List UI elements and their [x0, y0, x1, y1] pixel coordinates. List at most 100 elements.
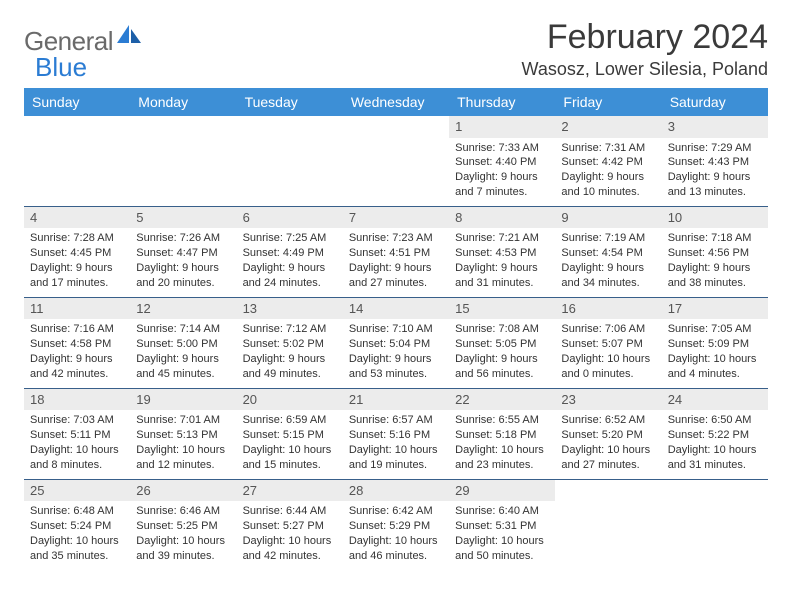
calendar-body: ....1Sunrise: 7:33 AMSunset: 4:40 PMDayl…: [24, 116, 768, 570]
sunrise-line: Sunrise: 6:50 AM: [668, 413, 762, 428]
calendar-cell: 1Sunrise: 7:33 AMSunset: 4:40 PMDaylight…: [449, 116, 555, 206]
calendar-cell: 3Sunrise: 7:29 AMSunset: 4:43 PMDaylight…: [662, 116, 768, 206]
sunset-line: Sunset: 5:22 PM: [668, 428, 762, 443]
sunrise-line: Sunrise: 7:03 AM: [30, 413, 124, 428]
day-number: 22: [449, 389, 555, 411]
sunset-line: Sunset: 5:20 PM: [561, 428, 655, 443]
weekday-header: Tuesday: [237, 88, 343, 116]
weekday-header: Friday: [555, 88, 661, 116]
daylight-line: Daylight: 9 hours and 24 minutes.: [243, 261, 337, 291]
calendar-cell: .: [662, 479, 768, 569]
day-number: 2: [555, 116, 661, 138]
calendar-cell: .: [343, 116, 449, 206]
day-number: 12: [130, 298, 236, 320]
daylight-line: Daylight: 10 hours and 23 minutes.: [455, 443, 549, 473]
calendar-cell: 2Sunrise: 7:31 AMSunset: 4:42 PMDaylight…: [555, 116, 661, 206]
daylight-line: Daylight: 10 hours and 15 minutes.: [243, 443, 337, 473]
calendar-cell: 8Sunrise: 7:21 AMSunset: 4:53 PMDaylight…: [449, 206, 555, 297]
sunrise-line: Sunrise: 7:08 AM: [455, 322, 549, 337]
calendar-row: 4Sunrise: 7:28 AMSunset: 4:45 PMDaylight…: [24, 206, 768, 297]
sunrise-line: Sunrise: 7:18 AM: [668, 231, 762, 246]
daylight-line: Daylight: 9 hours and 13 minutes.: [668, 170, 762, 200]
day-number: 7: [343, 207, 449, 229]
day-number: 27: [237, 480, 343, 502]
day-number: 18: [24, 389, 130, 411]
day-number: 14: [343, 298, 449, 320]
weekday-header: Saturday: [662, 88, 768, 116]
calendar-cell: 5Sunrise: 7:26 AMSunset: 4:47 PMDaylight…: [130, 206, 236, 297]
sunrise-line: Sunrise: 6:52 AM: [561, 413, 655, 428]
calendar-cell: 27Sunrise: 6:44 AMSunset: 5:27 PMDayligh…: [237, 479, 343, 569]
sunrise-line: Sunrise: 7:23 AM: [349, 231, 443, 246]
sunset-line: Sunset: 5:09 PM: [668, 337, 762, 352]
sunrise-line: Sunrise: 6:40 AM: [455, 504, 549, 519]
day-number: 10: [662, 207, 768, 229]
month-title: February 2024: [522, 18, 768, 57]
sunrise-line: Sunrise: 7:01 AM: [136, 413, 230, 428]
calendar-row: 18Sunrise: 7:03 AMSunset: 5:11 PMDayligh…: [24, 388, 768, 479]
sunrise-line: Sunrise: 7:29 AM: [668, 141, 762, 156]
sunset-line: Sunset: 4:51 PM: [349, 246, 443, 261]
day-number: 8: [449, 207, 555, 229]
day-number: 13: [237, 298, 343, 320]
header: General February 2024 Wasosz, Lower Sile…: [24, 18, 768, 80]
calendar-table: Sunday Monday Tuesday Wednesday Thursday…: [24, 88, 768, 570]
day-number: 16: [555, 298, 661, 320]
sunrise-line: Sunrise: 6:59 AM: [243, 413, 337, 428]
sunset-line: Sunset: 5:05 PM: [455, 337, 549, 352]
sunrise-line: Sunrise: 7:10 AM: [349, 322, 443, 337]
daylight-line: Daylight: 9 hours and 34 minutes.: [561, 261, 655, 291]
day-number: 11: [24, 298, 130, 320]
daylight-line: Daylight: 10 hours and 12 minutes.: [136, 443, 230, 473]
logo-text-blue: Blue: [35, 52, 87, 83]
sunrise-line: Sunrise: 7:33 AM: [455, 141, 549, 156]
sunset-line: Sunset: 5:31 PM: [455, 519, 549, 534]
sunset-line: Sunset: 4:45 PM: [30, 246, 124, 261]
calendar-cell: 18Sunrise: 7:03 AMSunset: 5:11 PMDayligh…: [24, 388, 130, 479]
day-number: 28: [343, 480, 449, 502]
sunset-line: Sunset: 5:07 PM: [561, 337, 655, 352]
sunset-line: Sunset: 4:58 PM: [30, 337, 124, 352]
calendar-cell: 16Sunrise: 7:06 AMSunset: 5:07 PMDayligh…: [555, 297, 661, 388]
day-number: 24: [662, 389, 768, 411]
sunrise-line: Sunrise: 7:12 AM: [243, 322, 337, 337]
daylight-line: Daylight: 10 hours and 46 minutes.: [349, 534, 443, 564]
sunset-line: Sunset: 5:27 PM: [243, 519, 337, 534]
sail-icon: [117, 23, 143, 50]
daylight-line: Daylight: 10 hours and 42 minutes.: [243, 534, 337, 564]
daylight-line: Daylight: 9 hours and 31 minutes.: [455, 261, 549, 291]
calendar-cell: .: [237, 116, 343, 206]
sunset-line: Sunset: 5:16 PM: [349, 428, 443, 443]
calendar-cell: 10Sunrise: 7:18 AMSunset: 4:56 PMDayligh…: [662, 206, 768, 297]
sunset-line: Sunset: 4:47 PM: [136, 246, 230, 261]
sunrise-line: Sunrise: 6:42 AM: [349, 504, 443, 519]
day-number: 23: [555, 389, 661, 411]
sunset-line: Sunset: 5:24 PM: [30, 519, 124, 534]
daylight-line: Daylight: 9 hours and 10 minutes.: [561, 170, 655, 200]
calendar-cell: 21Sunrise: 6:57 AMSunset: 5:16 PMDayligh…: [343, 388, 449, 479]
sunset-line: Sunset: 5:29 PM: [349, 519, 443, 534]
day-number: 19: [130, 389, 236, 411]
daylight-line: Daylight: 9 hours and 45 minutes.: [136, 352, 230, 382]
daylight-line: Daylight: 9 hours and 27 minutes.: [349, 261, 443, 291]
day-number: 1: [449, 116, 555, 138]
sunrise-line: Sunrise: 6:57 AM: [349, 413, 443, 428]
weekday-header-row: Sunday Monday Tuesday Wednesday Thursday…: [24, 88, 768, 116]
sunrise-line: Sunrise: 7:16 AM: [30, 322, 124, 337]
sunrise-line: Sunrise: 7:05 AM: [668, 322, 762, 337]
sunset-line: Sunset: 5:15 PM: [243, 428, 337, 443]
sunrise-line: Sunrise: 7:28 AM: [30, 231, 124, 246]
day-number: 15: [449, 298, 555, 320]
day-number: 6: [237, 207, 343, 229]
daylight-line: Daylight: 9 hours and 56 minutes.: [455, 352, 549, 382]
calendar-cell: 9Sunrise: 7:19 AMSunset: 4:54 PMDaylight…: [555, 206, 661, 297]
weekday-header: Monday: [130, 88, 236, 116]
calendar-cell: 22Sunrise: 6:55 AMSunset: 5:18 PMDayligh…: [449, 388, 555, 479]
daylight-line: Daylight: 10 hours and 39 minutes.: [136, 534, 230, 564]
sunrise-line: Sunrise: 7:14 AM: [136, 322, 230, 337]
sunset-line: Sunset: 4:53 PM: [455, 246, 549, 261]
sunrise-line: Sunrise: 7:26 AM: [136, 231, 230, 246]
daylight-line: Daylight: 9 hours and 38 minutes.: [668, 261, 762, 291]
daylight-line: Daylight: 9 hours and 42 minutes.: [30, 352, 124, 382]
calendar-cell: .: [24, 116, 130, 206]
